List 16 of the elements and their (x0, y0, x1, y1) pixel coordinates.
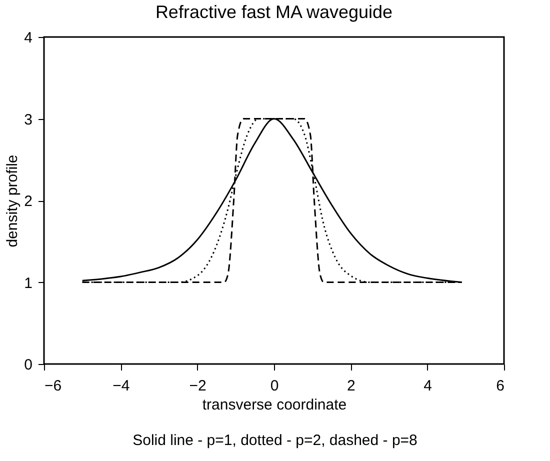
x-tick-label: 4 (424, 378, 432, 394)
x-tick-label: 6 (496, 378, 504, 394)
text: Solid line - p=1, dotted - p=2, dashed - p=8 (132, 432, 418, 449)
y-tick-label: 4 (24, 30, 32, 46)
x-tick-label: −6 (44, 378, 62, 394)
y-tick-label: 2 (24, 193, 32, 210)
x-tick-label: 0 (270, 378, 279, 394)
x-tick-label: −4 (112, 378, 130, 394)
chart-title: Refractive fast MA waveguide (155, 2, 393, 22)
x-axis-title: transverse coordinate (202, 396, 347, 414)
x-tick-label: −2 (189, 378, 206, 394)
y-tick-label: 3 (24, 111, 32, 128)
y-axis-title: density profile (4, 154, 22, 248)
x-tick-label: 2 (346, 378, 356, 394)
y-tick-label: 0 (24, 356, 32, 374)
y-tick-label: 1 (24, 274, 32, 292)
